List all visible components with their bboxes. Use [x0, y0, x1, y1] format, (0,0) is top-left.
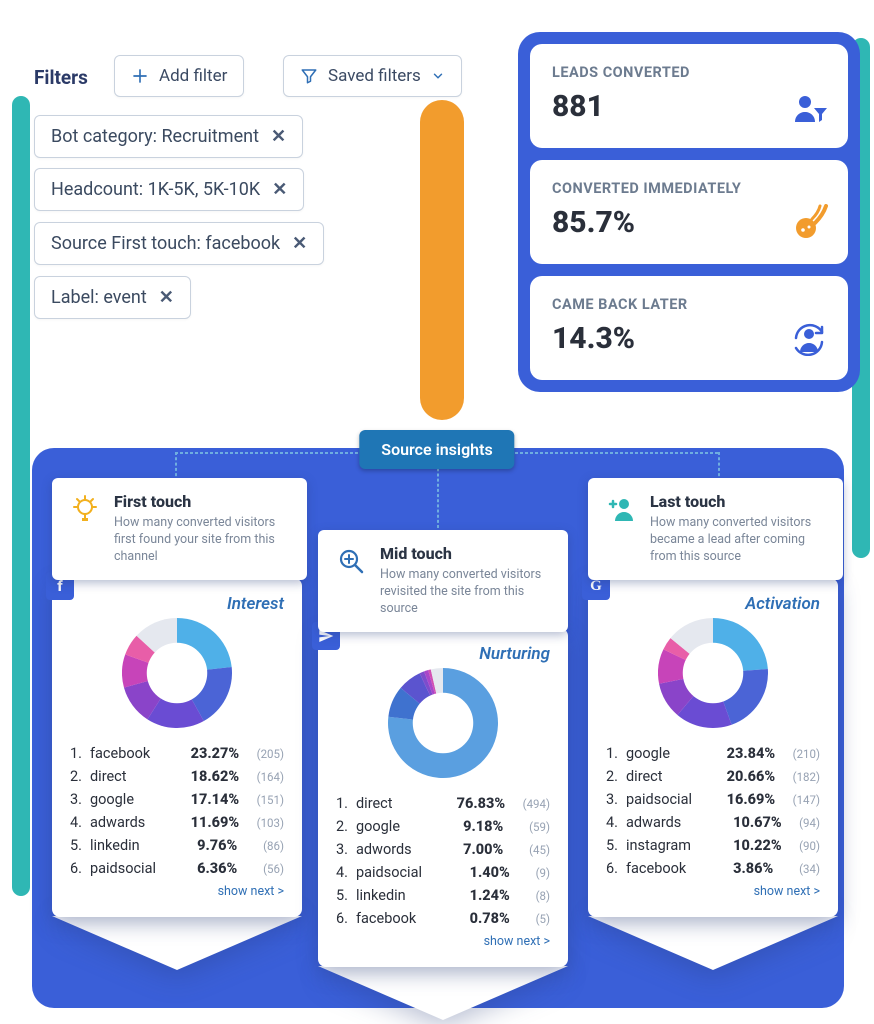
panel-pennant-shape [588, 916, 838, 970]
mid-touch-panel: Nurturing 1.direct76.83%(494)2.google9.1… [318, 628, 568, 967]
filter-chip-label[interactable]: Label: event ✕ [34, 276, 191, 319]
filter-chip-source-first-touch[interactable]: Source First touch: facebook ✕ [34, 222, 324, 265]
stat-card-came-back-later: CAME BACK LATER 14.3% [530, 276, 848, 380]
stat-label: CAME BACK LATER [552, 296, 826, 313]
stat-label: CONVERTED IMMEDIATELY [552, 180, 826, 197]
last-touch-donut-chart [606, 618, 820, 728]
last-touch-rank-list: 1.google23.84%(210)2.direct20.66%(182)3.… [606, 742, 820, 880]
show-next-link[interactable]: show next > [70, 884, 284, 899]
mid-touch-title: Mid touch [380, 544, 552, 563]
rank-row: 3.google17.14%(151) [70, 788, 284, 811]
saved-filters-button[interactable]: Saved filters [283, 55, 462, 97]
add-filter-button[interactable]: Add filter [114, 55, 244, 97]
add-filter-label: Add filter [159, 66, 227, 86]
lightbulb-icon [68, 492, 102, 526]
show-next-link[interactable]: show next > [606, 884, 820, 899]
rank-row: 5.linkedin9.76%(86) [70, 834, 284, 857]
mid-touch-header-card: Mid touch How many converted visitors re… [318, 530, 568, 632]
rank-row: 4.adwards10.67%(94) [606, 811, 820, 834]
last-touch-header-card: Last touch How many converted visitors b… [588, 478, 843, 580]
chip-label: Label: event [51, 287, 147, 308]
decorative-bar-teal-left [12, 96, 30, 896]
stat-value: 14.3% [552, 321, 826, 356]
funnel-icon [300, 67, 318, 85]
filter-chip-bot-category[interactable]: Bot category: Recruitment ✕ [34, 115, 303, 158]
chip-label: Source First touch: facebook [51, 233, 280, 254]
chip-remove-icon[interactable]: ✕ [272, 179, 287, 200]
first-touch-donut-chart [70, 618, 284, 728]
person-funnel-icon [794, 94, 828, 128]
stat-value: 85.7% [552, 205, 826, 240]
mid-touch-donut-chart [336, 668, 550, 778]
decorative-bar-orange [420, 100, 464, 420]
stage-label-activation: Activation [745, 594, 820, 614]
source-insights-badge: Source insights [359, 430, 514, 469]
stat-value: 881 [552, 89, 826, 124]
panel-pennant-shape [318, 966, 568, 1020]
rank-row: 2.direct20.66%(182) [606, 765, 820, 788]
magnify-icon [334, 544, 368, 578]
first-touch-header-card: First touch How many converted visitors … [52, 478, 307, 580]
first-touch-desc: How many converted visitors first found … [114, 515, 291, 566]
add-user-icon [604, 492, 638, 526]
saved-filters-label: Saved filters [328, 66, 421, 86]
rank-row: 6.facebook3.86%(34) [606, 857, 820, 880]
show-next-link[interactable]: show next > [336, 934, 550, 949]
stat-label: LEADS CONVERTED [552, 64, 826, 81]
rank-row: 1.facebook23.27%(205) [70, 742, 284, 765]
rank-row: 5.linkedin1.24%(8) [336, 884, 550, 907]
rank-row: 3.adwords7.00%(45) [336, 838, 550, 861]
rank-row: 1.direct76.83%(494) [336, 792, 550, 815]
filter-chip-headcount[interactable]: Headcount: 1K-5K, 5K-10K ✕ [34, 168, 304, 211]
rank-row: 3.paidsocial16.69%(147) [606, 788, 820, 811]
chip-remove-icon[interactable]: ✕ [292, 233, 307, 254]
mid-touch-desc: How many converted visitors revisited th… [380, 567, 552, 618]
rank-row: 6.facebook0.78%(5) [336, 907, 550, 930]
stat-card-converted-immediately: CONVERTED IMMEDIATELY 85.7% [530, 160, 848, 264]
first-touch-title: First touch [114, 492, 291, 511]
panel-pennant-shape [52, 916, 302, 970]
return-visitor-icon [790, 322, 828, 360]
chip-label: Headcount: 1K-5K, 5K-10K [51, 179, 260, 200]
plus-icon [131, 67, 149, 85]
filters-label: Filters [34, 66, 88, 89]
chevron-down-icon [431, 69, 445, 83]
stat-card-leads-converted: LEADS CONVERTED 881 [530, 44, 848, 148]
last-touch-title: Last touch [650, 492, 827, 511]
rank-row: 2.direct18.62%(164) [70, 765, 284, 788]
rank-row: 1.google23.84%(210) [606, 742, 820, 765]
rank-row: 5.instagram10.22%(90) [606, 834, 820, 857]
mid-touch-rank-list: 1.direct76.83%(494)2.google9.18%(59)3.ad… [336, 792, 550, 930]
last-touch-panel: G Activation 1.google23.84%(210)2.direct… [588, 578, 838, 917]
chip-remove-icon[interactable]: ✕ [271, 126, 286, 147]
stats-container: LEADS CONVERTED 881 CONVERTED IMMEDIATEL… [518, 32, 860, 392]
chip-remove-icon[interactable]: ✕ [159, 287, 174, 308]
meteor-icon [792, 204, 828, 244]
rank-row: 2.google9.18%(59) [336, 815, 550, 838]
rank-row: 4.adwards11.69%(103) [70, 811, 284, 834]
rank-row: 4.paidsocial1.40%(9) [336, 861, 550, 884]
chip-label: Bot category: Recruitment [51, 126, 259, 147]
stage-label-nurturing: Nurturing [479, 644, 550, 664]
first-touch-panel: f Interest 1.facebook23.27%(205)2.direct… [52, 578, 302, 917]
first-touch-rank-list: 1.facebook23.27%(205)2.direct18.62%(164)… [70, 742, 284, 880]
rank-row: 6.paidsocial6.36%(56) [70, 857, 284, 880]
last-touch-desc: How many converted visitors became a lea… [650, 515, 827, 566]
stage-label-interest: Interest [227, 594, 284, 614]
